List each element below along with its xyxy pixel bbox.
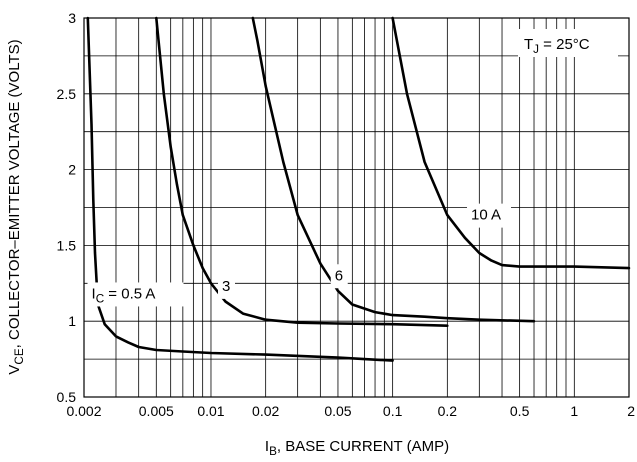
grid	[84, 18, 629, 397]
temperature-annotation: TJ = 25°C	[524, 36, 590, 56]
y-axis-label: VCE, COLLECTOR–EMITTER VOLTAGE (VOLTS)	[6, 39, 26, 374]
x-tick-label: 0.05	[324, 403, 351, 419]
series-line-0	[86, 16, 394, 362]
series-labels: IC = 0.5 A 3 6 10 A	[87, 203, 512, 307]
x-tick-label: 1	[570, 403, 578, 419]
annotations: IB, BASE CURRENT (AMP) VCE, COLLECTOR–EMI…	[6, 29, 618, 458]
series-label-background	[330, 264, 348, 289]
series-label-background	[467, 203, 512, 228]
y-tick-labels: 0.5 1 1.5 2 2.5 3	[57, 10, 77, 405]
x-tick-label: 0.005	[139, 403, 174, 419]
series-label-0: IC = 0.5 A	[92, 285, 156, 305]
y-tick-label: 0.5	[57, 389, 77, 405]
series-label-background	[218, 274, 236, 299]
x-tick-label: 2	[627, 403, 635, 419]
series-label-3: 10 A	[471, 207, 501, 224]
series-line-1	[155, 16, 449, 327]
y-tick-label: 2.5	[57, 86, 77, 102]
y-tick-label: 1	[68, 313, 76, 329]
annotation-background	[518, 29, 618, 57]
x-tick-label: 0.2	[438, 403, 458, 419]
x-tick-label: 0.002	[66, 403, 101, 419]
series-label-2: 6	[335, 267, 343, 284]
series-lines	[86, 16, 631, 362]
x-tick-labels: 0.002 0.005 0.01 0.02 0.05 0.1 0.2 0.5 1 2	[66, 403, 635, 419]
series-line-3	[391, 16, 631, 270]
x-tick-label: 0.5	[510, 403, 530, 419]
series-label-1: 3	[222, 278, 230, 295]
x-axis-label: IB, BASE CURRENT (AMP)	[265, 438, 449, 458]
x-tick-label: 0.02	[252, 403, 279, 419]
y-tick-label: 2	[68, 162, 76, 178]
series-line-2	[251, 16, 536, 323]
y-tick-label: 1.5	[57, 237, 77, 253]
x-tick-label: 0.01	[197, 403, 224, 419]
x-tick-label: 0.1	[383, 403, 403, 419]
series-label-background	[87, 282, 184, 307]
plot-frame	[83, 17, 630, 398]
y-tick-label: 3	[68, 10, 76, 26]
